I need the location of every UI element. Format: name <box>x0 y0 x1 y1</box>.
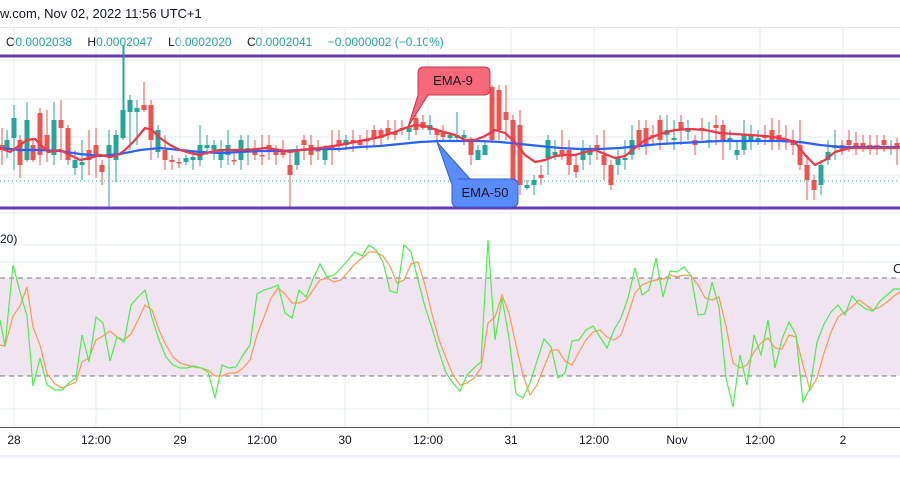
time-axis-bottom <box>0 455 900 458</box>
stochastic-label: 20) <box>0 232 18 246</box>
ema50-callout-label: EMA-50 <box>461 185 509 200</box>
time-axis-label: 12:00 <box>744 433 776 447</box>
time-axis-label: 12:00 <box>246 433 278 447</box>
chart-header: w.com, Nov 02, 2022 11:56 UTC+1 <box>0 0 900 28</box>
close-label: C <box>246 35 256 49</box>
channel-lines <box>0 45 900 210</box>
time-axis-label: 12:00 <box>80 433 112 447</box>
open-value: 0.0002038 <box>15 35 73 49</box>
low-value: 0.0002020 <box>174 35 232 49</box>
callout-shapes <box>407 66 519 208</box>
stochastic-lines <box>0 239 900 408</box>
time-axis-label: 31 <box>504 433 518 447</box>
time-axis-label: 29 <box>173 433 187 447</box>
stochastic-right-label: C <box>893 261 900 276</box>
time-axis-label: 12:00 <box>412 433 444 447</box>
source-timestamp: w.com, Nov 02, 2022 11:56 UTC+1 <box>0 6 202 21</box>
ema-lines <box>0 123 900 167</box>
header-divider <box>0 27 900 28</box>
open-label: O <box>6 35 16 49</box>
time-axis[interactable]: 28 12:00 29 12:00 30 12:00 31 12:00 Nov 12:00 2 <box>0 427 900 455</box>
price-chart-canvas[interactable] <box>0 0 900 427</box>
time-axis-label: 12:00 <box>578 433 610 447</box>
time-axis-label: 30 <box>338 433 352 447</box>
low-label: L <box>168 35 175 49</box>
time-axis-label: 2 <box>839 433 847 447</box>
high-label: H <box>87 35 97 49</box>
ohlc-legend: O0.0002038 H0.0002047 L0.0002020 C0.0002… <box>6 35 450 49</box>
close-value: 0.0002041 <box>255 35 313 49</box>
time-axis-label: Nov <box>666 433 688 447</box>
change-value: −0.0000002 (−0.10%) <box>327 35 444 49</box>
time-axis-label: 28 <box>7 433 21 447</box>
ema9-callout-label: EMA-9 <box>433 73 473 88</box>
high-value: 0.0002047 <box>96 35 153 49</box>
